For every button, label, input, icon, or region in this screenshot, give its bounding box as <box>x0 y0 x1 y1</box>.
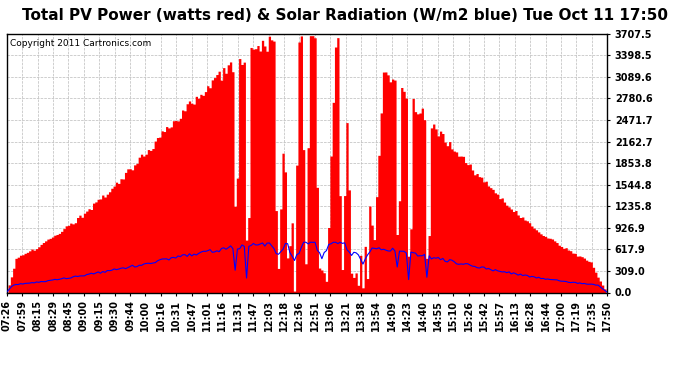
Text: Total PV Power (watts red) & Solar Radiation (W/m2 blue) Tue Oct 11 17:50: Total PV Power (watts red) & Solar Radia… <box>22 8 668 22</box>
Text: Copyright 2011 Cartronics.com: Copyright 2011 Cartronics.com <box>10 39 151 48</box>
